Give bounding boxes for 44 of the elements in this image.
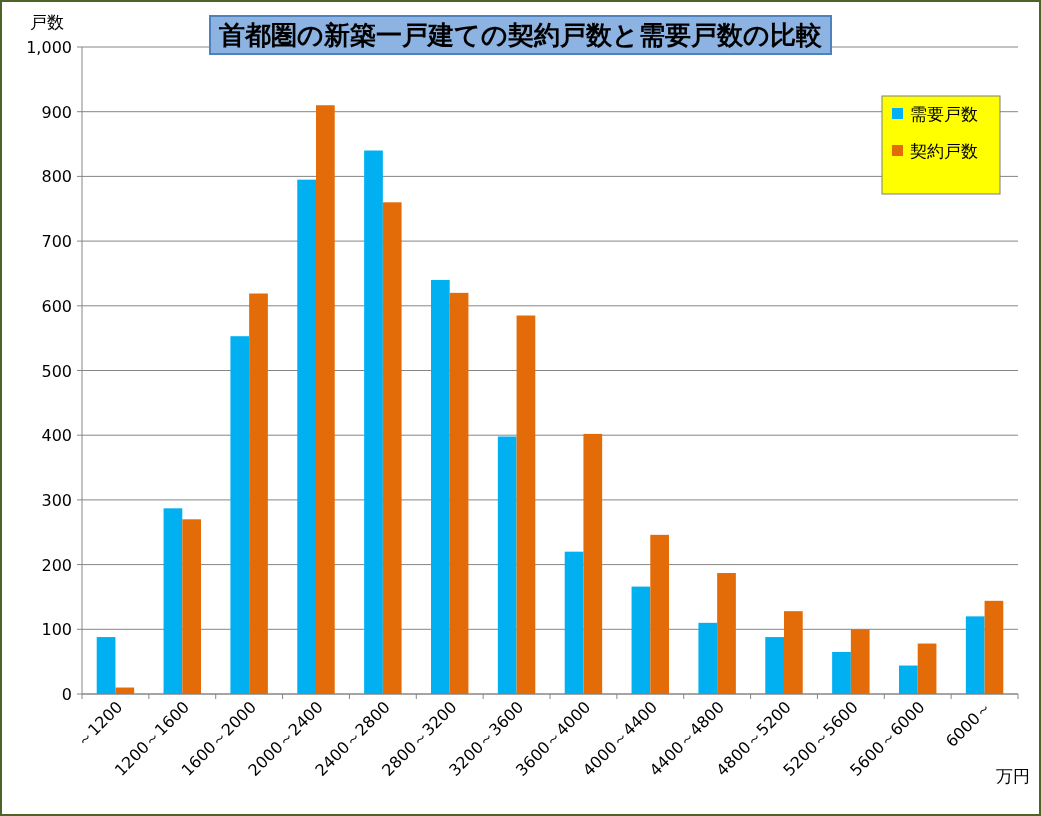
legend-label: 需要戸数 <box>910 104 978 124</box>
bar <box>984 600 1004 694</box>
bar <box>965 616 985 694</box>
bar <box>765 637 784 694</box>
bar <box>717 573 736 694</box>
bar <box>316 105 335 694</box>
y-tick-label: 100 <box>41 620 72 640</box>
bar <box>516 315 536 694</box>
bar <box>497 436 517 694</box>
y-tick-label: 500 <box>41 361 72 381</box>
bar <box>96 637 116 694</box>
x-axis-title: 万円 <box>996 766 1030 786</box>
y-tick-label: 1,000 <box>26 38 72 57</box>
chart-title: 首都圏の新築一戸建ての契約戸数と需要戸数の比較 <box>218 20 823 50</box>
y-tick-label: 400 <box>41 426 72 446</box>
y-tick-label: 800 <box>41 167 72 187</box>
bar <box>230 336 250 694</box>
bar <box>449 292 469 694</box>
bar <box>832 651 851 694</box>
y-tick-label: 200 <box>41 555 72 575</box>
bar <box>430 279 450 694</box>
y-tick-label: 0 <box>61 685 72 704</box>
bar <box>698 622 718 694</box>
y-tick-label: 600 <box>41 296 72 316</box>
bar <box>650 534 670 694</box>
bar <box>564 551 584 694</box>
bar <box>583 433 603 694</box>
bar <box>850 629 870 694</box>
bar <box>364 150 383 694</box>
legend-label: 契約戸数 <box>910 141 978 161</box>
bar <box>631 586 651 694</box>
y-tick-label: 300 <box>41 490 72 510</box>
bar <box>297 179 316 694</box>
bar <box>163 508 183 694</box>
bar <box>382 202 402 694</box>
bar <box>115 687 135 694</box>
bar <box>249 293 268 694</box>
bar <box>182 519 202 694</box>
y-axis-title: 戸数 <box>30 12 64 32</box>
bar <box>784 611 803 694</box>
bar <box>898 665 918 694</box>
y-tick-label: 900 <box>41 102 72 122</box>
y-tick-label: 700 <box>41 232 72 252</box>
bar <box>917 643 937 694</box>
